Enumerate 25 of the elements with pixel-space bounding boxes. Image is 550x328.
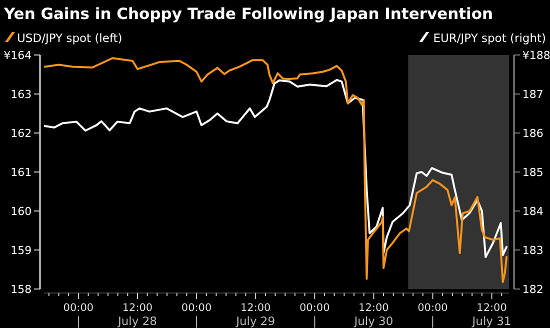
- chart-title: Yen Gains in Choppy Trade Following Japan Intervention: [3, 5, 494, 23]
- x-tick-label: 12:00 July 29: [235, 302, 276, 328]
- y2-tick-label: 186: [522, 126, 544, 140]
- y-tick-label: 158: [10, 282, 32, 296]
- legend-label: EUR/JPY spot (right): [433, 31, 546, 45]
- y2-tick-label: ¥188: [522, 48, 550, 62]
- x-tick-label: 12:00 July 31: [471, 302, 512, 328]
- y2-tick-label: 182: [522, 282, 544, 296]
- y2-tick-label: 187: [522, 88, 544, 101]
- y2-tick-label: 183: [522, 244, 544, 257]
- x-tick-label: 00:00 |: [181, 302, 212, 328]
- x-tick-label: 00:00 |: [418, 302, 448, 328]
- x-tick-label: 00:00 |: [63, 302, 94, 328]
- x-tick-label: 12:00 July 28: [117, 302, 157, 328]
- y-tick-label: ¥164: [4, 48, 32, 62]
- y-tick-label: 159: [10, 244, 32, 257]
- legend-label: USD/JPY spot (left): [17, 31, 122, 45]
- x-tick-label: 00:00 |: [300, 302, 330, 328]
- y-tick-label: 163: [10, 88, 32, 101]
- y-tick-label: 162: [10, 126, 32, 140]
- x-tick-label: 12:00 July 30: [353, 302, 394, 328]
- y2-tick-label: 184: [522, 204, 544, 218]
- y2-tick-label: 185: [522, 166, 544, 179]
- y-tick-label: 160: [10, 204, 32, 218]
- y-tick-label: 161: [10, 166, 32, 179]
